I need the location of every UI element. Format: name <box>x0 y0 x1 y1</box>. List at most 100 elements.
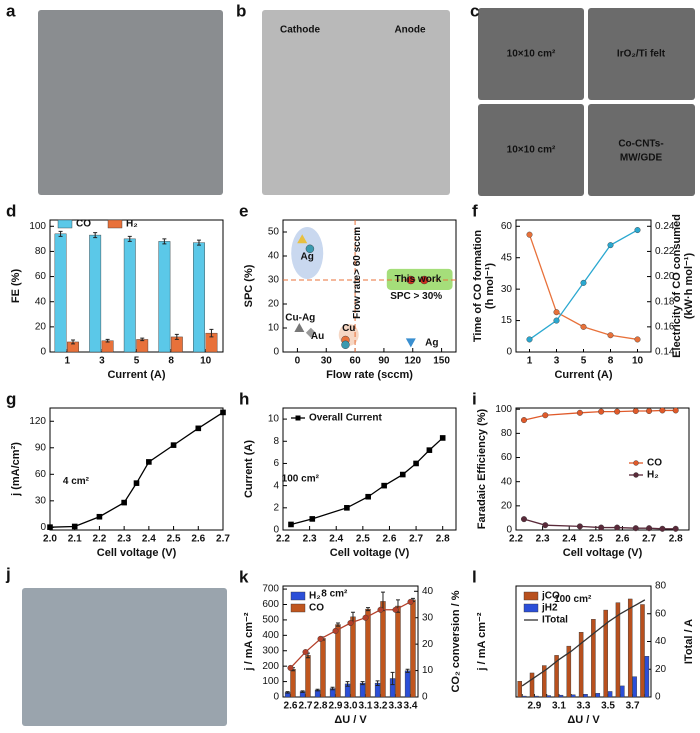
x-tick-label: 3.4 <box>404 701 418 712</box>
y2-tick-label: 80 <box>655 581 667 592</box>
y-axis-label: j / mA cm⁻² <box>476 612 488 671</box>
annotation: Cu-Ag <box>285 312 315 323</box>
x-tick-label: 2.5 <box>589 534 603 545</box>
marker <box>614 524 621 531</box>
marker <box>405 338 416 348</box>
error-bar <box>365 607 370 612</box>
marker <box>634 227 641 234</box>
y-tick-label: 0 <box>40 347 46 358</box>
bar <box>603 609 608 698</box>
y2-tick-label: 0.20 <box>655 271 675 282</box>
y2-axis-label: CO₂ conversion / % <box>450 590 462 692</box>
y-tick-label: 30 <box>501 284 513 295</box>
marker <box>305 244 315 254</box>
bar <box>395 605 401 698</box>
marker <box>146 459 152 465</box>
y2-tick-label: 20 <box>655 664 667 675</box>
y2-axis-label: ITotal / A <box>683 619 695 664</box>
x-tick-label: 3.3 <box>577 701 591 712</box>
marker <box>288 521 294 528</box>
x-tick-label: 2.7 <box>216 534 230 545</box>
y-tick-label: 6 <box>273 458 279 469</box>
panel-label: k <box>239 567 249 586</box>
annotation: 100 cm² <box>282 473 320 484</box>
annotation: Flow rate> 60 sccm <box>352 227 363 319</box>
y2-axis-label: (kW·h mol⁻¹) <box>683 253 695 320</box>
x-tick-label: 5 <box>581 356 587 367</box>
marker <box>420 275 429 285</box>
marker <box>633 472 639 478</box>
y-tick-label: 120 <box>29 416 46 427</box>
error-bar <box>285 691 290 694</box>
line <box>528 234 638 341</box>
photo <box>588 104 695 196</box>
photo-caption: 10×10 cm² <box>507 145 556 156</box>
legend-swatch <box>290 603 306 613</box>
marker <box>133 480 140 486</box>
error-bar <box>140 337 145 342</box>
y-tick-label: 0 <box>273 525 279 536</box>
marker <box>406 275 416 285</box>
error-bar <box>405 668 410 673</box>
marker <box>607 332 614 339</box>
marker <box>576 523 583 530</box>
bar <box>583 694 588 698</box>
marker <box>672 407 679 414</box>
y-tick-label: 50 <box>268 227 280 238</box>
y-axis-label: Time of CO formation <box>472 230 484 343</box>
y-tick-label: 2 <box>273 502 279 513</box>
x-tick-label: 5 <box>134 356 140 367</box>
legend-label: ITotal <box>542 615 568 626</box>
photo-caption: 10×10 cm² <box>507 49 556 60</box>
y-axis-label: j (mA/cm²) <box>10 442 22 497</box>
x-tick-label: 2.2 <box>92 534 106 545</box>
marker <box>576 409 583 416</box>
y-tick-label: 20 <box>501 500 513 511</box>
y2-tick-label: 60 <box>655 608 667 619</box>
marker <box>598 524 605 531</box>
marker <box>526 336 533 343</box>
error-bar <box>345 681 350 687</box>
y-tick-label: 40 <box>501 476 513 487</box>
marker <box>381 482 387 489</box>
x-tick-label: 2.7 <box>409 534 423 545</box>
legend-swatch <box>290 591 306 601</box>
bar <box>566 645 572 698</box>
y-tick-label: 500 <box>262 615 279 626</box>
x-tick-label: 1 <box>65 356 71 367</box>
bar <box>558 694 564 698</box>
x-tick-label: 2.3 <box>303 534 317 545</box>
marker <box>365 493 371 500</box>
marker <box>170 442 177 448</box>
x-tick-label: 2.3 <box>117 534 131 545</box>
bar <box>410 599 416 698</box>
plot-frame <box>49 407 224 531</box>
x-tick-label: 3.0 <box>344 701 358 712</box>
marker <box>659 525 666 532</box>
x-axis-label: ΔU / V <box>567 714 600 726</box>
y-tick-label: 30 <box>268 275 280 286</box>
marker <box>295 415 301 421</box>
x-tick-label: 2.9 <box>527 701 541 712</box>
bar <box>644 656 650 698</box>
photo-caption: Cathode <box>280 25 320 36</box>
panel-label: i <box>472 389 477 408</box>
x-tick-label: 2.7 <box>642 534 656 545</box>
y2-tick-label: 0.24 <box>655 221 675 232</box>
marker <box>121 499 127 506</box>
y-tick-label: 20 <box>268 299 280 310</box>
y-tick-label: 60 <box>501 452 513 463</box>
x-tick-label: 3.3 <box>389 701 403 712</box>
x-axis-label: Cell voltage (V) <box>563 547 643 559</box>
y-tick-label: 15 <box>501 315 513 326</box>
x-tick-label: 10 <box>632 356 644 367</box>
error-bar <box>300 690 305 693</box>
marker <box>317 635 324 642</box>
bar <box>632 676 637 698</box>
bar <box>578 632 584 698</box>
bar <box>627 598 633 698</box>
x-tick-label: 1 <box>527 356 533 367</box>
marker <box>439 435 446 441</box>
bar <box>335 624 341 698</box>
x-tick-label: 2.6 <box>383 534 397 545</box>
